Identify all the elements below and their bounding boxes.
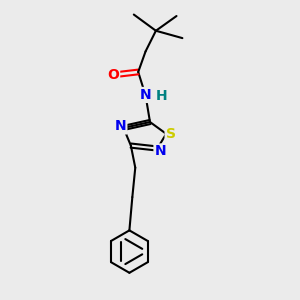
Text: O: O — [107, 68, 119, 82]
Text: N: N — [154, 145, 166, 158]
Text: N: N — [115, 119, 126, 134]
Text: N: N — [140, 88, 152, 102]
Text: H: H — [156, 88, 168, 103]
Text: S: S — [166, 127, 176, 141]
